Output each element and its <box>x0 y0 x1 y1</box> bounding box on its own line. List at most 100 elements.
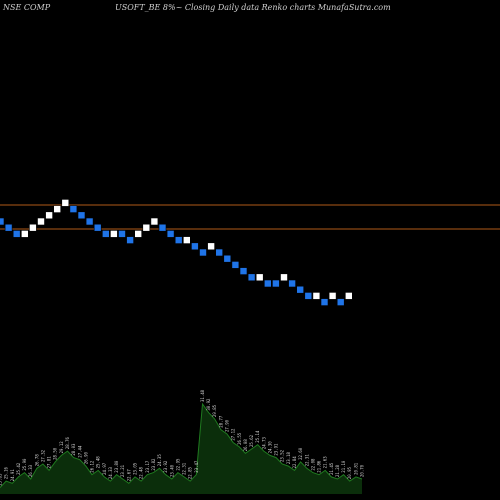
volume-value-label: 31.48 <box>200 389 205 402</box>
volume-value-label: 27.44 <box>77 445 82 458</box>
renko-brick-down <box>77 211 86 220</box>
renko-brick-up <box>20 230 29 238</box>
renko-brick-down <box>174 236 183 244</box>
renko-brick-down <box>247 273 256 282</box>
volume-value-label: 23.52 <box>280 449 285 462</box>
volume-value-label: 25.83 <box>0 473 3 486</box>
volume-value-label: 27.12 <box>231 428 236 441</box>
renko-brick-down <box>263 279 272 288</box>
renko-brick-down <box>69 205 78 213</box>
volume-value-label: 29.12 <box>59 441 64 454</box>
volume-value-label: 22.48 <box>139 466 144 479</box>
reference-lines <box>0 204 500 230</box>
volume-line <box>0 402 363 488</box>
volume-value-label: 25.14 <box>255 430 260 443</box>
volume-value-label: 25.42 <box>16 462 21 475</box>
renko-brick-down <box>223 254 232 263</box>
volume-value-label: 24.33 <box>108 466 113 479</box>
volume-value-label: 23.21 <box>120 464 125 477</box>
renko-brick-down <box>336 298 345 306</box>
renko-brick-down <box>126 236 134 244</box>
volume-value-label: 23.91 <box>274 443 279 456</box>
volume-value-label: 22.95 <box>175 458 180 471</box>
renko-brick-down <box>288 279 296 288</box>
renko-brick-up <box>110 230 118 238</box>
renko-brick-down <box>199 248 207 257</box>
volume-value-label: 22.60 <box>298 447 303 460</box>
renko-brick-down <box>4 223 13 232</box>
volume-value-label: 28.77 <box>218 415 223 428</box>
volume-value-label: 26.33 <box>28 464 33 477</box>
volume-value-label: 26.90 <box>83 451 88 464</box>
volume-value-label: 22.67 <box>126 469 131 482</box>
volume-value-label: 27.81 <box>47 456 52 469</box>
volume-area <box>0 404 362 494</box>
renko-brick-down <box>12 230 21 238</box>
volume-value-label: 21.28 <box>335 464 340 477</box>
volume-value-label: 29.85 <box>212 404 217 417</box>
volume-value-label: 25.62 <box>249 434 254 447</box>
renko-brick-down <box>102 230 110 238</box>
volume-value-label: 26.78 <box>34 454 39 467</box>
volume-value-label: 23.17 <box>145 460 150 473</box>
renko-brick-down <box>0 217 5 226</box>
renko-brick-up <box>142 223 151 232</box>
renko-brick-up <box>29 223 37 232</box>
renko-brick-down <box>239 267 248 275</box>
volume-value-label: 23.92 <box>163 460 168 473</box>
volume-value-label: 21.10 <box>341 460 346 473</box>
renko-brick-up <box>183 236 191 244</box>
volume-value-label: 23.05 <box>133 462 138 475</box>
renko-brick-up <box>280 273 288 282</box>
volume-value-label: 24.35 <box>157 454 162 467</box>
renko-brick-up <box>45 211 53 220</box>
renko-brick-down <box>166 230 175 238</box>
renko-brick-down <box>93 223 102 232</box>
chart-description: USOFT_BE 8%~ Closing Daily data Renko ch… <box>115 3 391 12</box>
volume-value-label: 21.45 <box>329 462 334 475</box>
volume-value-label: 22.31 <box>304 454 309 467</box>
renko-brick-up <box>344 292 353 300</box>
renko-brick-up <box>328 292 337 300</box>
volume-value-label: 24.91 <box>10 469 15 482</box>
renko-brick-down <box>118 230 126 238</box>
renko-brick-down <box>320 298 329 306</box>
volume-value-label: 22.85 <box>188 466 193 479</box>
volume-value-label: 20.70 <box>360 464 365 477</box>
renko-bricks <box>0 199 353 306</box>
renko-brick-down <box>215 248 223 257</box>
renko-brick-up <box>255 273 264 282</box>
volume-value-label: 30.92 <box>206 398 211 411</box>
volume-value-label: 23.47 <box>194 460 199 473</box>
renko-brick-down <box>296 285 305 294</box>
renko-brick-up <box>134 230 142 238</box>
renko-brick-down <box>85 217 94 226</box>
volume-value-label: 23.80 <box>114 460 119 473</box>
renko-brick-down <box>158 223 167 232</box>
volume-value-label: 23.82 <box>151 458 156 471</box>
volume-value-label: 24.30 <box>268 441 273 454</box>
volume-value-label: 27.32 <box>40 449 45 462</box>
volume-value-label: 28.76 <box>65 436 70 449</box>
volume-value-label: 27.90 <box>225 419 230 432</box>
volume-value-label: 26.12 <box>90 460 95 473</box>
volume-value-label: 21.86 <box>317 460 322 473</box>
volume-value-label: 25.48 <box>96 456 101 469</box>
volume-value-label: 25.90 <box>22 458 27 471</box>
volume-value-label: 22.84 <box>292 456 297 469</box>
volume-value-label: 25.16 <box>4 466 9 479</box>
exchange-symbol-label: NSE COMP <box>3 3 51 12</box>
renko-brick-up <box>61 199 70 207</box>
renko-brick-up <box>312 292 321 300</box>
renko-brick-down <box>231 261 240 269</box>
volume-value-label: 21.63 <box>323 456 328 469</box>
renko-brick-up <box>207 242 215 251</box>
volume-value-label: 28.03 <box>71 443 76 456</box>
volume-value-label: 20.95 <box>347 466 352 479</box>
volume-value-label: 20.81 <box>353 462 358 475</box>
volume-value-label: 22.08 <box>310 458 315 471</box>
renko-brick-up <box>53 205 62 213</box>
volume-value-label: 23.18 <box>286 451 291 464</box>
